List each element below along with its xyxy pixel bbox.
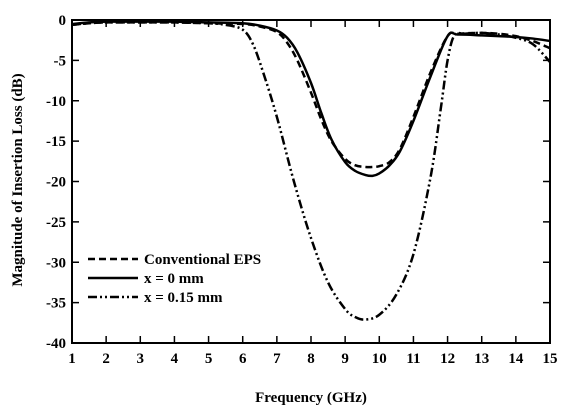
- x-tick-label: 12: [440, 351, 455, 367]
- legend-label-series-x-0mm: x = 0 mm: [144, 271, 204, 287]
- x-tick-label: 1: [68, 351, 76, 367]
- y-tick-label: -35: [46, 296, 66, 312]
- y-tick-label: -5: [54, 53, 67, 69]
- y-tick-label: -25: [46, 215, 66, 231]
- x-tick-label: 2: [102, 351, 110, 367]
- x-tick-label: 13: [474, 351, 489, 367]
- x-tick-label: 8: [307, 351, 315, 367]
- y-tick-label: -30: [46, 255, 66, 271]
- y-tick-label: 0: [59, 13, 67, 29]
- x-tick-label: 15: [543, 351, 558, 367]
- x-tick-label: 3: [137, 351, 145, 367]
- legend-label-series-conventional-eps: Conventional EPS: [144, 252, 261, 268]
- x-axis-title: Frequency (GHz): [255, 390, 367, 406]
- legend-label-series-x-015mm: x = 0.15 mm: [144, 290, 223, 306]
- y-tick-label: -40: [46, 336, 66, 352]
- y-tick-label: -10: [46, 94, 66, 110]
- series-x-0mm-line: [71, 20, 551, 178]
- x-tick-label: 10: [372, 351, 387, 367]
- y-tick-label: -20: [46, 175, 66, 191]
- axes: 1 2 3 4 5 6 7 8 9 10 11 12 13 14 150-5-10-15-20-25-30-…: [46, 13, 558, 367]
- x-tick-label: 7: [273, 351, 281, 367]
- x-tick-label: 9: [341, 351, 349, 367]
- y-tick-label: -15: [46, 134, 66, 150]
- x-tick-label: 14: [508, 351, 524, 367]
- y-axis-title: Magnitude of Insertion Loss (dB): [10, 73, 26, 286]
- x-tick-label: 11: [406, 351, 420, 367]
- x-tick-label: 4: [171, 351, 179, 367]
- legend: Conventional EPS x = 0 mm x = 0.15 mm: [88, 252, 261, 306]
- x-tick-label: 5: [205, 351, 213, 367]
- x-tick-label: 6: [239, 351, 247, 367]
- series-conventional-eps-line: [71, 21, 551, 169]
